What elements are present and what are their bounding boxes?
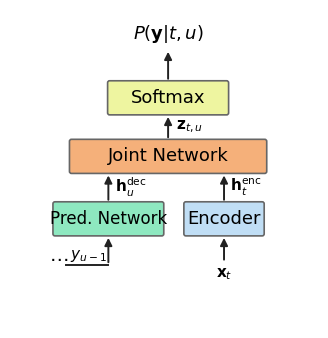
Text: Encoder: Encoder: [187, 210, 261, 228]
Text: $\mathbf{h}_{t}^{\mathrm{enc}}$: $\mathbf{h}_{t}^{\mathrm{enc}}$: [230, 177, 262, 198]
Text: Softmax: Softmax: [131, 89, 205, 107]
FancyBboxPatch shape: [53, 202, 164, 236]
FancyBboxPatch shape: [70, 139, 267, 173]
Text: $y_{u-1}$: $y_{u-1}$: [70, 248, 107, 264]
Text: Pred. Network: Pred. Network: [50, 210, 167, 228]
Text: $\ldots$: $\ldots$: [49, 246, 68, 265]
Text: $\mathbf{x}_{t}$: $\mathbf{x}_{t}$: [216, 266, 232, 282]
Text: $\mathbf{h}_{u}^{\mathrm{dec}}$: $\mathbf{h}_{u}^{\mathrm{dec}}$: [115, 176, 146, 199]
Text: $P(\mathbf{y}|t, u)$: $P(\mathbf{y}|t, u)$: [133, 23, 203, 45]
FancyBboxPatch shape: [184, 202, 264, 236]
Text: Joint Network: Joint Network: [108, 147, 229, 165]
FancyBboxPatch shape: [108, 81, 229, 115]
Text: $\mathbf{z}_{t,u}$: $\mathbf{z}_{t,u}$: [176, 119, 203, 135]
